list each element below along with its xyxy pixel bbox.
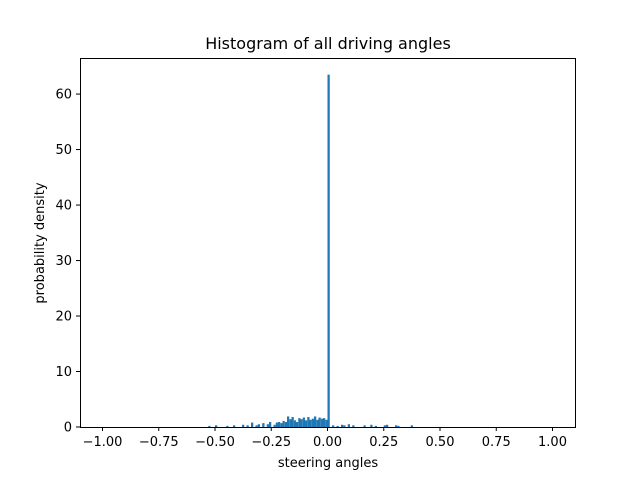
histogram-bar: [302, 417, 305, 427]
histogram-bar: [370, 424, 373, 427]
histogram-bar: [363, 425, 366, 427]
histogram-bar: [320, 418, 323, 427]
histogram-bar: [383, 425, 386, 427]
x-axis-title: steering angles: [278, 456, 379, 471]
chart-title: Histogram of all driving angles: [205, 34, 451, 53]
histogram-bar: [309, 419, 312, 427]
y-tick-label: 30: [55, 254, 72, 269]
histogram-bar: [269, 422, 272, 427]
x-tick-label: 0.75: [482, 435, 511, 450]
y-tick-label: 20: [55, 310, 72, 325]
x-axis-ticks: −1.00 −0.75 −0.50 −0.25 0.00 0.25 0.50 0.75 1.00: [83, 427, 567, 450]
histogram-bar: [300, 419, 303, 427]
histogram-bar: [410, 425, 413, 427]
x-tick-label: −0.25: [251, 435, 291, 450]
histogram-bar: [374, 425, 377, 427]
histogram-bar: [278, 422, 281, 427]
y-tick-label: 50: [55, 143, 72, 158]
histogram-bar: [298, 418, 301, 427]
histogram-bar: [397, 425, 400, 427]
y-axis-ticks: 0 10 20 30 40 50 60: [55, 88, 80, 436]
histogram-bar: [347, 424, 350, 427]
histogram-bar: [215, 425, 218, 427]
histogram-bar: [251, 422, 254, 427]
histogram-bars: [208, 74, 413, 428]
histogram-bar: [386, 424, 389, 427]
histogram-bar: [246, 425, 249, 427]
histogram-bar: [352, 425, 355, 427]
histogram-bar: [332, 425, 335, 427]
histogram-bar: [314, 416, 317, 427]
y-tick-label: 10: [55, 365, 72, 380]
histogram-bar: [226, 425, 229, 427]
histogram-bar: [289, 419, 292, 427]
histogram-bar: [291, 417, 294, 427]
histogram-bar: [255, 425, 258, 427]
histogram-bar: [341, 424, 344, 427]
x-tick-label: 0.25: [369, 435, 398, 450]
histogram-bar: [273, 424, 276, 427]
x-tick-label: 1.00: [538, 435, 567, 450]
histogram-bar: [293, 420, 296, 427]
y-tick-label: 0: [64, 421, 72, 436]
histogram-bar: [343, 425, 346, 427]
x-tick-label: 0.50: [426, 435, 455, 450]
histogram-bar: [323, 418, 326, 427]
histogram-bar: [257, 424, 260, 427]
histogram-bar: [275, 422, 278, 427]
y-tick-label: 60: [55, 88, 72, 103]
histogram-bar: [325, 419, 328, 427]
histogram-bar: [318, 417, 321, 427]
histogram-bar: [287, 416, 290, 427]
histogram-bar: [307, 417, 310, 427]
histogram-bar: [208, 425, 211, 427]
histogram-bar: [336, 425, 339, 427]
y-tick-label: 40: [55, 199, 72, 214]
histogram-bar: [262, 423, 265, 427]
histogram-bar: [311, 418, 314, 427]
histogram-bar: [296, 422, 299, 427]
histogram-bar: [233, 425, 236, 427]
histogram-bar: [305, 420, 308, 427]
histogram-bar: [316, 419, 319, 427]
x-tick-label: −1.00: [83, 435, 123, 450]
x-tick-label: −0.75: [139, 435, 179, 450]
histogram-bar: [284, 422, 287, 427]
histogram-bar: [327, 74, 330, 428]
histogram-bar: [280, 423, 283, 427]
histogram-bar: [266, 424, 269, 427]
y-axis-title: probability density: [33, 182, 48, 303]
x-tick-label: −0.50: [195, 435, 235, 450]
histogram-bar: [395, 425, 398, 427]
x-tick-label: 0.00: [313, 435, 342, 450]
histogram-bar: [242, 424, 245, 427]
histogram-bar: [282, 420, 285, 427]
